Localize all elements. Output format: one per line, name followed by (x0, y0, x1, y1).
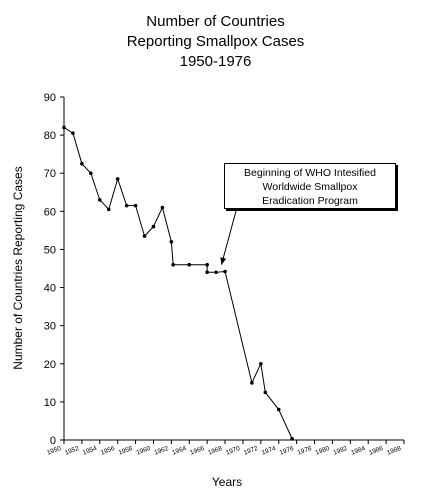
data-point (223, 269, 227, 274)
data-point (276, 407, 281, 412)
arrow-shaft (220, 210, 237, 265)
x-tick-label: 1978 (297, 445, 313, 457)
data-point (115, 177, 120, 181)
data-point (205, 270, 209, 275)
y-tick-label: 90 (44, 92, 56, 104)
data-point (151, 224, 156, 229)
x-tick-label: 1984 (350, 445, 366, 457)
y-tick-label: 30 (44, 321, 56, 333)
chart-title-line-2: Reporting Smallpox Cases (126, 33, 305, 50)
data-point (259, 361, 263, 366)
data-point (169, 240, 174, 244)
data-point (89, 171, 93, 176)
data-point (133, 203, 138, 208)
x-tick-label: 1954 (82, 445, 98, 457)
chart-title: Number of Countries Reporting Smallpox C… (0, 12, 431, 72)
x-tick-label: 1980 (314, 445, 330, 457)
x-tick-label: 1986 (368, 445, 384, 457)
y-tick-label: 40 (44, 283, 56, 295)
y-tick-label: 60 (44, 206, 56, 218)
data-point (250, 381, 254, 385)
data-point (205, 262, 209, 267)
chart-title-line-3: 1950-1976 (179, 53, 252, 70)
y-tick-label: 80 (44, 130, 56, 142)
axes (63, 97, 404, 441)
x-tick-label: 1972 (243, 445, 259, 457)
x-tick-label: 1982 (332, 445, 348, 457)
y-axis-ticks: 0 10 20 30 40 50 60 70 80 90 (44, 92, 64, 447)
data-point (263, 390, 268, 395)
annotation-line-1: Beginning of WHO Intesified (244, 167, 376, 179)
y-tick-label: 10 (44, 397, 56, 409)
y-tick-label: 20 (44, 359, 56, 371)
y-axis-label: Number of Countries Reporting Cases (11, 166, 25, 369)
x-tick-label: 1964 (171, 445, 187, 457)
series-line (63, 127, 293, 440)
x-tick-label: 1970 (225, 445, 241, 457)
y-tick-label: 0 (50, 435, 56, 447)
annotation-arrow (220, 210, 237, 265)
x-tick-label: 1966 (189, 445, 205, 457)
x-tick-label: 1988 (386, 445, 402, 457)
data-point (290, 437, 294, 441)
y-tick-label: 70 (44, 168, 56, 180)
x-tick-label: 1958 (118, 445, 134, 457)
data-point (142, 234, 147, 238)
chart-title-line-1: Number of Countries (146, 13, 285, 30)
x-tick-label: 1962 (153, 445, 169, 457)
data-point (187, 262, 192, 267)
data-point (80, 161, 84, 166)
data-point (71, 131, 75, 136)
x-tick-label: 1956 (100, 445, 116, 457)
annotation-line-3: Eradication Program (262, 195, 358, 207)
x-axis-label: Years (212, 475, 242, 489)
data-point (214, 270, 218, 275)
arrow-head (220, 257, 227, 265)
x-tick-label: 1952 (64, 445, 80, 457)
annotation-line-2: Worldwide Smallpox (262, 181, 358, 193)
x-tick-label: 1950 (46, 445, 62, 457)
x-tick-label: 1968 (207, 445, 223, 457)
x-tick-label: 1960 (136, 445, 152, 457)
y-tick-label: 50 (44, 244, 56, 256)
data-point (62, 125, 66, 130)
data-point (97, 198, 102, 202)
data-point (106, 207, 111, 212)
data-point (124, 203, 129, 208)
data-series (62, 125, 294, 441)
x-tick-label: 1974 (261, 445, 277, 457)
data-point (171, 262, 175, 267)
x-tick-label: 1976 (279, 445, 295, 457)
x-axis-ticks: 1950 1952 1954 1956 1958 1960 1962 1964 1966 1968… (46, 440, 405, 457)
annotation-callout: Beginning of WHO Intesified Worldwide Sm… (224, 163, 396, 209)
data-point (160, 205, 165, 210)
